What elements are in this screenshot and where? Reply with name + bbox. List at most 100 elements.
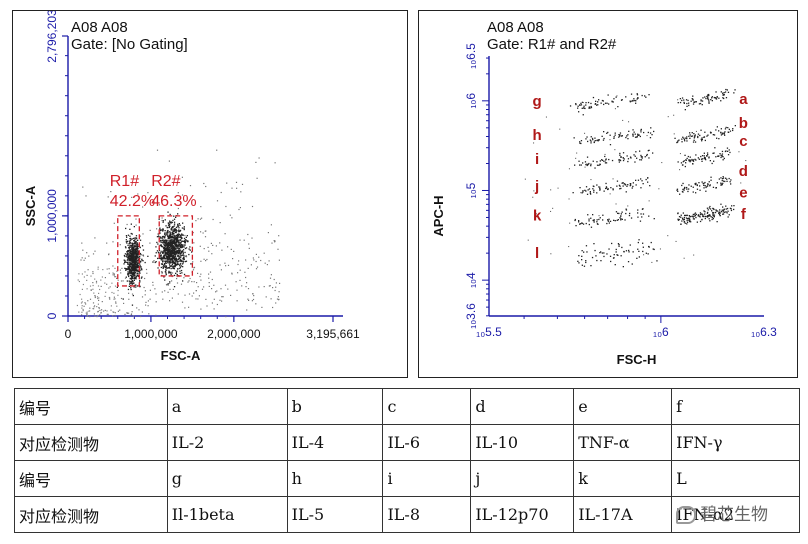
bead-point (575, 157, 577, 159)
scatter-point (127, 263, 130, 265)
bead-point (716, 210, 719, 212)
scatter-point (76, 304, 78, 307)
scatter-point (180, 237, 183, 239)
scatter-point (135, 277, 137, 279)
scatter-point (169, 233, 171, 235)
bead-point (720, 156, 722, 159)
scatter-point (179, 249, 182, 251)
bead-point (585, 138, 587, 140)
bead-point (682, 191, 684, 193)
bead-point (707, 94, 709, 96)
scatter-point (182, 245, 184, 247)
scatter-point (135, 268, 137, 270)
bead-point (710, 99, 712, 101)
bead-point (730, 179, 732, 181)
scatter-point (191, 281, 193, 283)
bead-point (734, 89, 736, 91)
bead-point (684, 186, 686, 189)
scatter-point (231, 187, 233, 189)
scatter-point (87, 300, 89, 302)
scatter-point (125, 276, 127, 278)
bead-point (683, 160, 685, 162)
bead-point (707, 134, 709, 136)
scatter-point (131, 249, 134, 251)
scatter-point (192, 261, 194, 263)
scatter-point (120, 272, 122, 274)
bead-point (599, 160, 601, 162)
bead-point (638, 134, 640, 136)
bead-point (693, 218, 695, 220)
bead-point (584, 166, 586, 168)
bead-point (632, 135, 634, 137)
scatter-point (165, 272, 167, 274)
scatter-point (230, 294, 232, 296)
bead-point (697, 214, 700, 216)
bead-point (717, 155, 719, 157)
scatter-point (77, 279, 79, 281)
scatter-point (179, 241, 181, 244)
scatter-point (124, 255, 126, 258)
bead-point (607, 220, 609, 222)
scatter-point (184, 251, 186, 254)
bead-point (601, 159, 603, 161)
bead-point (582, 114, 584, 116)
scatter-point (178, 249, 180, 251)
scatter-point (162, 228, 164, 230)
scatter-point (212, 244, 214, 246)
table-cell: g (166, 460, 288, 497)
scatter-point (110, 309, 112, 311)
bead-point (684, 214, 687, 217)
scatter-point (168, 240, 170, 242)
scatter-point (179, 259, 182, 261)
scatter-point (277, 248, 279, 250)
bead-point (700, 129, 702, 131)
bead-point (713, 208, 715, 211)
scatter-point (129, 235, 131, 237)
bead-label-h: h (533, 127, 542, 144)
scatter-point (101, 301, 103, 303)
scatter-point (246, 282, 248, 284)
bead-point (689, 132, 691, 134)
scatter-point (169, 258, 171, 261)
bead-point (577, 260, 579, 262)
bead-point (633, 98, 635, 100)
bead-point (637, 134, 639, 136)
scatter-point (126, 269, 128, 271)
bead-point (708, 94, 710, 96)
scatter-point (170, 222, 172, 224)
bead-point (723, 94, 725, 96)
scatter-point (219, 264, 221, 266)
scatter-point (170, 259, 173, 261)
scatter-point (177, 224, 179, 226)
scatter-point (184, 247, 187, 250)
scatter-point (176, 226, 178, 229)
scatter-point (179, 234, 181, 236)
bead-point (639, 220, 642, 222)
scatter-point (251, 237, 253, 239)
x-tick-label: 2,000,000 (207, 327, 261, 341)
bead-point (704, 181, 706, 184)
bead-point (701, 137, 703, 139)
scatter-point (186, 240, 188, 242)
scatter-point (160, 239, 162, 242)
scatter-point (165, 266, 167, 268)
scatter-point (179, 253, 181, 255)
bead-point (722, 211, 724, 213)
gate-name-label: R1# (110, 173, 139, 190)
bead-point (592, 185, 594, 187)
scatter-point (141, 258, 143, 260)
scatter-point (86, 279, 88, 281)
scatter-point (168, 272, 170, 274)
bead-point (640, 178, 642, 180)
scatter-point (180, 255, 182, 257)
scatter-point (168, 267, 170, 269)
bead-point (594, 103, 596, 105)
bead-point (649, 185, 651, 187)
bead-point (700, 213, 702, 215)
bead-point (694, 134, 696, 136)
bead-point (686, 218, 688, 220)
scatter-point (136, 275, 139, 277)
scatter-point (152, 261, 154, 263)
bead-point (732, 128, 734, 130)
scatter-point (124, 253, 127, 255)
